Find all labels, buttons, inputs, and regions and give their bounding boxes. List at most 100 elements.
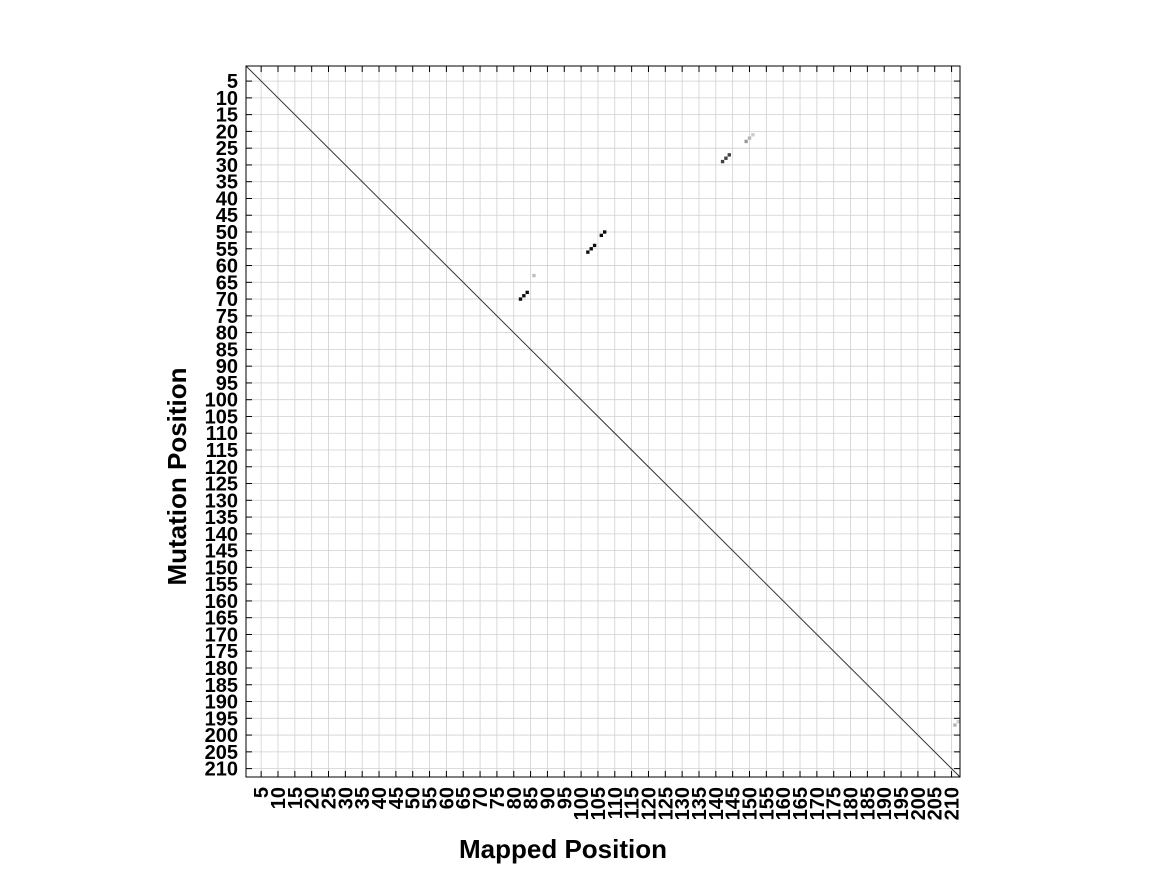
y-tick-label: 30 (216, 155, 238, 177)
x-tick-label: 145 (723, 787, 745, 820)
x-tick-label: 60 (436, 787, 458, 809)
y-axis-title: Mutation Position (162, 367, 192, 585)
y-tick-label: 165 (205, 608, 238, 630)
y-tick-label: 190 (205, 692, 238, 714)
diagonal-line (245, 65, 961, 778)
x-tick-label: 180 (841, 787, 863, 820)
x-tick-label: 100 (571, 787, 593, 820)
y-tick-label: 70 (216, 289, 238, 311)
heatmap-cells (518, 133, 960, 727)
y-tick-label: 120 (205, 457, 238, 479)
x-axis-title: Mapped Position (459, 834, 667, 864)
heatmap-cell (532, 273, 536, 278)
x-tick-label: 110 (605, 787, 627, 819)
x-tick-label: 25 (319, 787, 341, 809)
y-tick-label: 175 (205, 641, 238, 663)
x-tick-label: 95 (554, 787, 576, 809)
heatmap-cell (586, 250, 590, 254)
x-tick-label: 35 (352, 787, 374, 809)
x-tick-label: 50 (403, 787, 425, 809)
heatmap-cell (727, 153, 731, 157)
y-tick-label: 15 (216, 105, 238, 127)
x-tick-label: 195 (891, 787, 913, 820)
x-tick-label: 45 (386, 787, 408, 809)
y-tick-label: 100 (205, 390, 238, 412)
y-tick-label: 130 (205, 490, 238, 512)
x-tick-label: 135 (689, 787, 711, 820)
x-tick-label: 15 (285, 787, 307, 809)
x-tick-label: 200 (908, 787, 930, 820)
y-tick-labels: 5101520253035404550556065707580859095100… (205, 71, 238, 781)
x-tick-label: 105 (588, 787, 610, 820)
y-tick-label: 90 (216, 356, 238, 378)
grid (246, 66, 960, 777)
plot-area (245, 65, 961, 778)
x-tick-label: 5 (251, 787, 273, 798)
heatmap-cell (720, 159, 725, 164)
x-tick-label: 120 (638, 787, 660, 820)
y-tick-label: 140 (205, 524, 238, 546)
x-tick-label: 80 (504, 787, 526, 809)
x-tick-label: 90 (537, 787, 559, 809)
x-tick-label: 40 (369, 787, 391, 809)
y-tick-label: 195 (205, 708, 238, 730)
x-tick-label: 210 (942, 787, 964, 820)
x-tick-label: 115 (622, 787, 644, 819)
x-tick-label: 150 (740, 787, 762, 820)
x-tick-label: 185 (857, 787, 879, 820)
x-tick-label: 30 (335, 787, 357, 809)
x-tick-label: 85 (521, 787, 543, 809)
x-tick-label: 205 (925, 787, 947, 820)
x-tick-label: 160 (773, 787, 795, 820)
y-tick-label: 210 (205, 759, 238, 781)
x-tick-label: 155 (756, 787, 778, 820)
x-tick-label: 190 (874, 787, 896, 820)
x-tick-label: 165 (790, 787, 812, 820)
y-tick-label: 95 (216, 373, 238, 395)
y-tick-label: 80 (216, 323, 238, 345)
y-tick-label: 105 (205, 406, 238, 428)
y-tick-label: 40 (216, 188, 238, 210)
y-tick-label: 115 (206, 440, 238, 462)
x-tick-label: 170 (807, 787, 829, 820)
heatmap-cell (589, 247, 593, 251)
y-tick-label: 10 (216, 88, 238, 110)
heatmap-cell (518, 297, 523, 301)
y-tick-label: 150 (205, 557, 238, 579)
y-tick-label: 50 (216, 222, 238, 244)
y-tick-label: 200 (205, 725, 238, 747)
axis-ticks (246, 66, 960, 777)
heatmap-cell (599, 233, 603, 238)
heatmap-cell (724, 156, 728, 160)
y-tick-label: 155 (205, 574, 238, 596)
y-tick-label: 185 (205, 675, 238, 697)
y-tick-label: 85 (216, 339, 238, 361)
x-tick-labels: 5101520253035404550556065707580859095100… (251, 787, 963, 820)
y-tick-label: 5 (227, 71, 238, 93)
y-tick-label: 170 (205, 624, 238, 646)
y-tick-label: 60 (216, 256, 238, 278)
x-tick-label: 175 (824, 787, 846, 820)
y-tick-label: 205 (205, 742, 238, 764)
heatmap-cell (956, 719, 960, 724)
y-tick-label: 110 (206, 423, 238, 445)
y-tick-label: 125 (205, 474, 238, 496)
heatmap-cell (603, 230, 607, 234)
heatmap-cell (953, 723, 957, 727)
heatmap-cell (744, 139, 748, 144)
y-tick-label: 25 (216, 138, 238, 160)
x-tick-label: 75 (487, 787, 509, 809)
y-tick-label: 20 (216, 121, 238, 143)
heatmap-cell (525, 290, 529, 295)
y-tick-label: 35 (216, 172, 238, 194)
y-tick-label: 180 (205, 658, 238, 680)
heatmap-cell (751, 133, 755, 137)
x-tick-label: 140 (706, 787, 728, 820)
x-tick-label: 125 (655, 787, 677, 820)
y-tick-label: 55 (216, 239, 238, 261)
x-tick-label: 10 (268, 787, 290, 809)
y-tick-label: 145 (205, 541, 238, 563)
heatmap-cell (522, 294, 526, 298)
x-tick-label: 70 (470, 787, 492, 809)
